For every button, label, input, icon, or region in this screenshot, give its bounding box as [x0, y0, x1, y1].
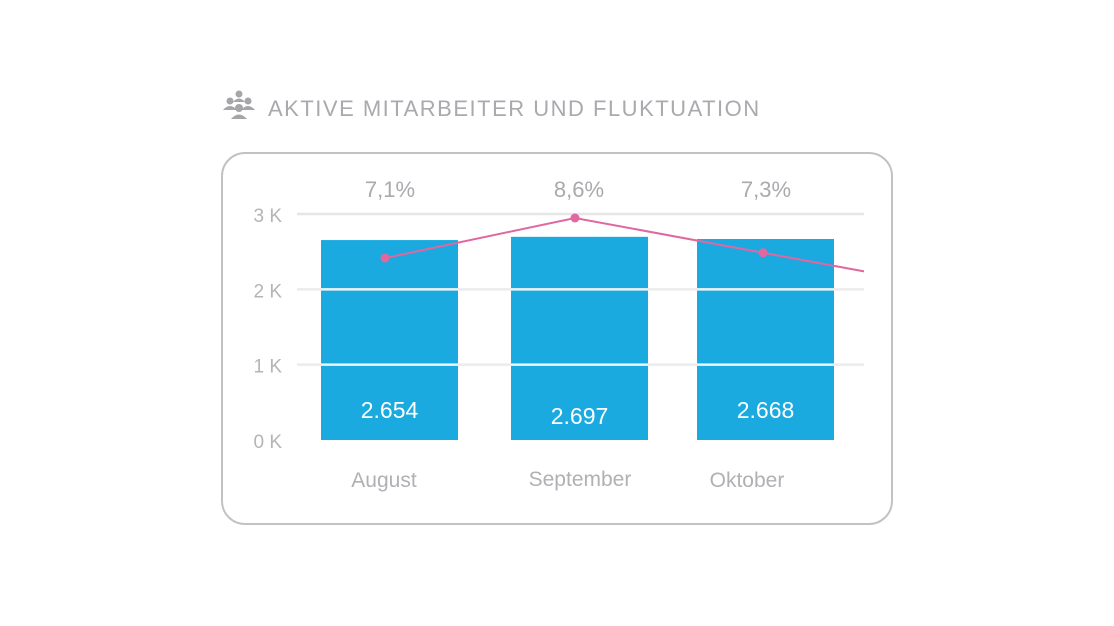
turnover-label: 7,1% [365, 177, 415, 202]
x-category-label: Oktober [710, 469, 785, 492]
bar-oktober [697, 239, 834, 440]
turnover-line [384, 216, 865, 273]
turnover-point [570, 213, 580, 223]
bar-september [511, 236, 648, 440]
bar-value-label: 2.668 [737, 397, 795, 423]
turnover-label: 7,3% [741, 177, 791, 202]
turnover-point [758, 248, 768, 258]
chart-card [221, 152, 893, 525]
x-category-label: September [529, 468, 632, 491]
y-tick-label: 3 K [253, 206, 282, 227]
bar-value-label: 2.654 [361, 397, 419, 423]
bar-value-label: 2.697 [551, 403, 609, 429]
bar-august [321, 240, 458, 440]
turnover-label: 8,6% [554, 177, 604, 202]
people-group-icon [222, 89, 256, 126]
chart-title: AKTIVE MITARBEITER UND FLUKTUATION [268, 96, 761, 121]
y-tick-label: 0 K [253, 432, 282, 453]
x-category-label: August [351, 469, 417, 492]
y-tick-label: 2 K [253, 281, 282, 302]
y-tick-label: 1 K [253, 357, 282, 378]
turnover-point [380, 253, 390, 263]
